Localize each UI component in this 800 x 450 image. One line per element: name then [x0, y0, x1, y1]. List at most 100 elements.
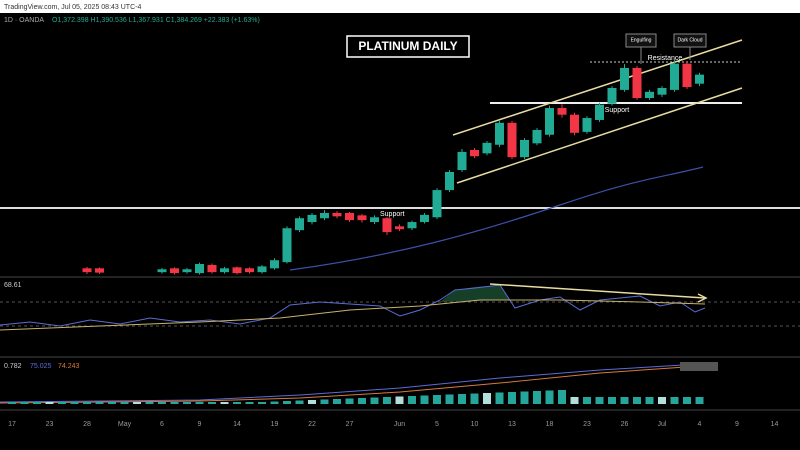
histogram-bar [445, 394, 454, 404]
arrow-head [697, 293, 708, 303]
histogram-bar [533, 391, 541, 404]
histogram-bar [570, 397, 579, 404]
channel-line [452, 39, 743, 136]
candle-body [695, 74, 704, 84]
histogram-bar [495, 392, 504, 404]
histogram-bar [420, 395, 429, 404]
histogram-bar [345, 398, 354, 404]
histogram-bar [158, 402, 166, 404]
histogram-bar [108, 402, 116, 404]
x-tick-label: 9 [735, 421, 739, 428]
histogram-bar [295, 400, 304, 404]
candle-body [482, 142, 492, 154]
candle-body [195, 264, 204, 274]
chart-title: PLATINUM DAILY [358, 39, 457, 53]
histogram-bar [658, 397, 666, 404]
histogram-bar [470, 393, 479, 404]
candle-body [632, 67, 642, 99]
title-box [346, 35, 470, 58]
candle-body [357, 215, 367, 221]
x-tick-label: 14 [233, 421, 241, 428]
x-tick-label: 27 [346, 421, 354, 428]
ohlc: O1,372.398 H1,390.536 L1,367.931 C1,384.… [52, 17, 260, 24]
candle-body [207, 264, 217, 273]
x-tick-label: 28 [83, 421, 91, 428]
histogram-bar [70, 402, 79, 404]
candle-body [595, 104, 604, 120]
histogram-bar [633, 397, 641, 404]
signal-line [0, 365, 701, 404]
candle-body [432, 190, 442, 218]
histogram-bar [320, 399, 329, 404]
candle-body [645, 91, 654, 99]
candle-body [95, 268, 104, 273]
histogram-bar [695, 397, 704, 404]
candle-body [370, 217, 379, 223]
annotation: Resistance [648, 55, 683, 62]
x-tick-label: Jul [658, 421, 667, 428]
histogram-bar [483, 393, 491, 404]
channel-line [456, 87, 743, 184]
value-tag [680, 362, 718, 371]
candle-body [182, 269, 192, 273]
candle-body [382, 218, 392, 233]
candle-body [532, 129, 542, 144]
x-tick-label: 14 [771, 421, 779, 428]
x-tick-label: 4 [698, 421, 702, 428]
candle-body [257, 266, 267, 273]
candle-body [270, 260, 279, 269]
x-tick-label: 23 [46, 421, 54, 428]
histogram-bar [520, 391, 529, 404]
candle-body [582, 118, 592, 132]
histogram-bar [120, 402, 129, 404]
macd-label: 0.782 [4, 363, 22, 370]
header-bar [0, 0, 800, 13]
histogram-bar [283, 401, 291, 404]
histogram-bar [183, 402, 191, 404]
candle-body [157, 269, 167, 273]
macd-label: 75.025 [30, 363, 52, 370]
histogram-bar [683, 397, 691, 404]
histogram-bar [670, 397, 679, 404]
x-tick-label: 18 [546, 421, 554, 428]
macd-histogram [8, 390, 704, 404]
annotation: Support [605, 107, 630, 114]
candle-body [232, 267, 242, 274]
histogram-bar [220, 402, 229, 404]
candle-body [520, 139, 529, 158]
macd-line [0, 363, 701, 403]
candle-body [457, 151, 467, 171]
candle-body [282, 228, 292, 263]
macd-label: 74.243 [58, 363, 80, 370]
x-tick-label: 10 [471, 421, 479, 428]
histogram-bar [133, 402, 141, 404]
histogram-bar [433, 395, 441, 404]
candle-body [495, 122, 504, 145]
histogram-bar [95, 402, 104, 404]
histogram-bar [620, 397, 629, 404]
x-tick-label: 19 [271, 421, 279, 428]
candle-body [620, 67, 629, 90]
histogram-bar [145, 402, 154, 404]
histogram-bar [245, 402, 254, 404]
histogram-bar [20, 402, 29, 404]
histogram-bar [8, 402, 16, 404]
histogram-bar [333, 399, 341, 404]
x-tick-label: 17 [8, 421, 16, 428]
annotation: Engulfing [631, 37, 652, 43]
x-tick-label: 26 [621, 421, 629, 428]
moving-average [289, 166, 704, 271]
divergence-line [489, 283, 706, 299]
candle-body [657, 87, 667, 95]
histogram-bar [395, 396, 404, 404]
candle-body [332, 212, 342, 217]
candle-body [420, 214, 429, 223]
x-tick-label: 5 [435, 421, 439, 428]
histogram-bar [258, 402, 266, 404]
candle-body [170, 268, 179, 274]
histogram-bar [45, 402, 54, 404]
annotation: Dark Cloud [677, 37, 702, 43]
x-tick-label: 13 [508, 421, 516, 428]
candle-body [507, 122, 517, 158]
histogram-bar [33, 402, 41, 404]
